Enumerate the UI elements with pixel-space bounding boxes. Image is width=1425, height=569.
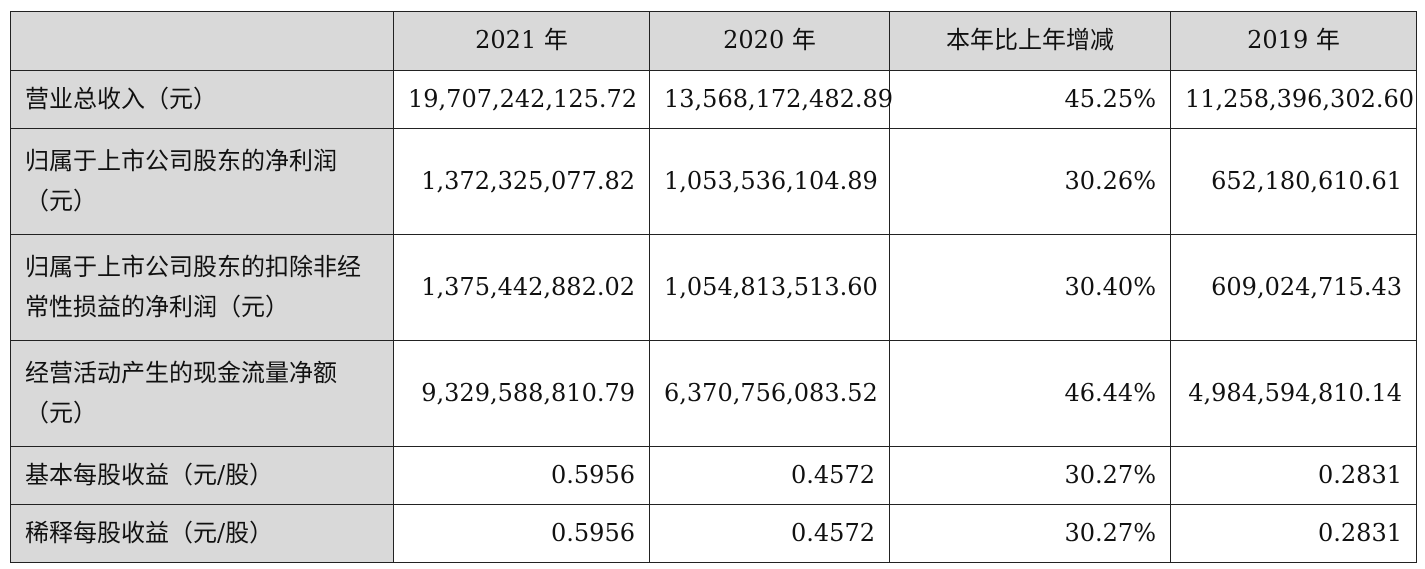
cell-2020: 6,370,756,083.52 [649,340,890,447]
financial-summary-table: 2021 年 2020 年 本年比上年增减 2019 年 营业总收入（元） 19… [10,11,1417,563]
table-row-diluted-eps: 稀释每股收益（元/股） 0.5956 0.4572 30.27% 0.2831 [10,504,1417,563]
cell-yoy: 30.40% [889,234,1171,341]
cell-yoy: 45.25% [889,70,1171,129]
cell-2020: 0.4572 [649,504,890,563]
cell-2020: 1,053,536,104.89 [649,128,890,235]
cell-2019: 11,258,396,302.60 [1170,70,1417,129]
header-year-2020: 2020 年 [649,11,890,71]
cell-yoy: 30.27% [889,504,1171,563]
header-corner-cell [10,11,394,71]
cell-yoy: 30.26% [889,128,1171,235]
cell-2019: 0.2831 [1170,446,1417,505]
header-year-2019: 2019 年 [1170,11,1417,71]
cell-2020: 0.4572 [649,446,890,505]
cell-yoy: 46.44% [889,340,1171,447]
cell-2021: 1,375,442,882.02 [393,234,650,341]
cell-2019: 609,024,715.43 [1170,234,1417,341]
cell-2020: 1,054,813,513.60 [649,234,890,341]
table-row-net-profit: 归属于上市公司股东的净利润（元） 1,372,325,077.82 1,053,… [10,128,1417,235]
cell-2019: 652,180,610.61 [1170,128,1417,235]
cell-2021: 0.5956 [393,446,650,505]
cell-2021: 19,707,242,125.72 [393,70,650,129]
cell-2021: 9,329,588,810.79 [393,340,650,447]
row-label: 稀释每股收益（元/股） [10,504,394,563]
header-row: 2021 年 2020 年 本年比上年增减 2019 年 [10,11,1417,71]
header-year-2021: 2021 年 [393,11,650,71]
row-label: 营业总收入（元） [10,70,394,129]
cell-yoy: 30.27% [889,446,1171,505]
row-label: 归属于上市公司股东的净利润（元） [10,128,394,235]
cell-2020: 13,568,172,482.89 [649,70,893,129]
cell-2019: 0.2831 [1170,504,1417,563]
header-yoy-change: 本年比上年增减 [889,11,1171,71]
row-label: 基本每股收益（元/股） [10,446,394,505]
table-row-operating-cash-flow: 经营活动产生的现金流量净额（元） 9,329,588,810.79 6,370,… [10,340,1417,447]
row-label: 经营活动产生的现金流量净额（元） [10,340,394,447]
cell-2021: 0.5956 [393,504,650,563]
table-row-basic-eps: 基本每股收益（元/股） 0.5956 0.4572 30.27% 0.2831 [10,446,1417,505]
row-label: 归属于上市公司股东的扣除非经常性损益的净利润（元） [10,234,394,341]
cell-2019: 4,984,594,810.14 [1170,340,1417,447]
cell-2021: 1,372,325,077.82 [393,128,650,235]
table-row-total-revenue: 营业总收入（元） 19,707,242,125.72 13,568,172,48… [10,70,1417,129]
table-row-net-profit-excl-nonrecurring: 归属于上市公司股东的扣除非经常性损益的净利润（元） 1,375,442,882.… [10,234,1417,341]
